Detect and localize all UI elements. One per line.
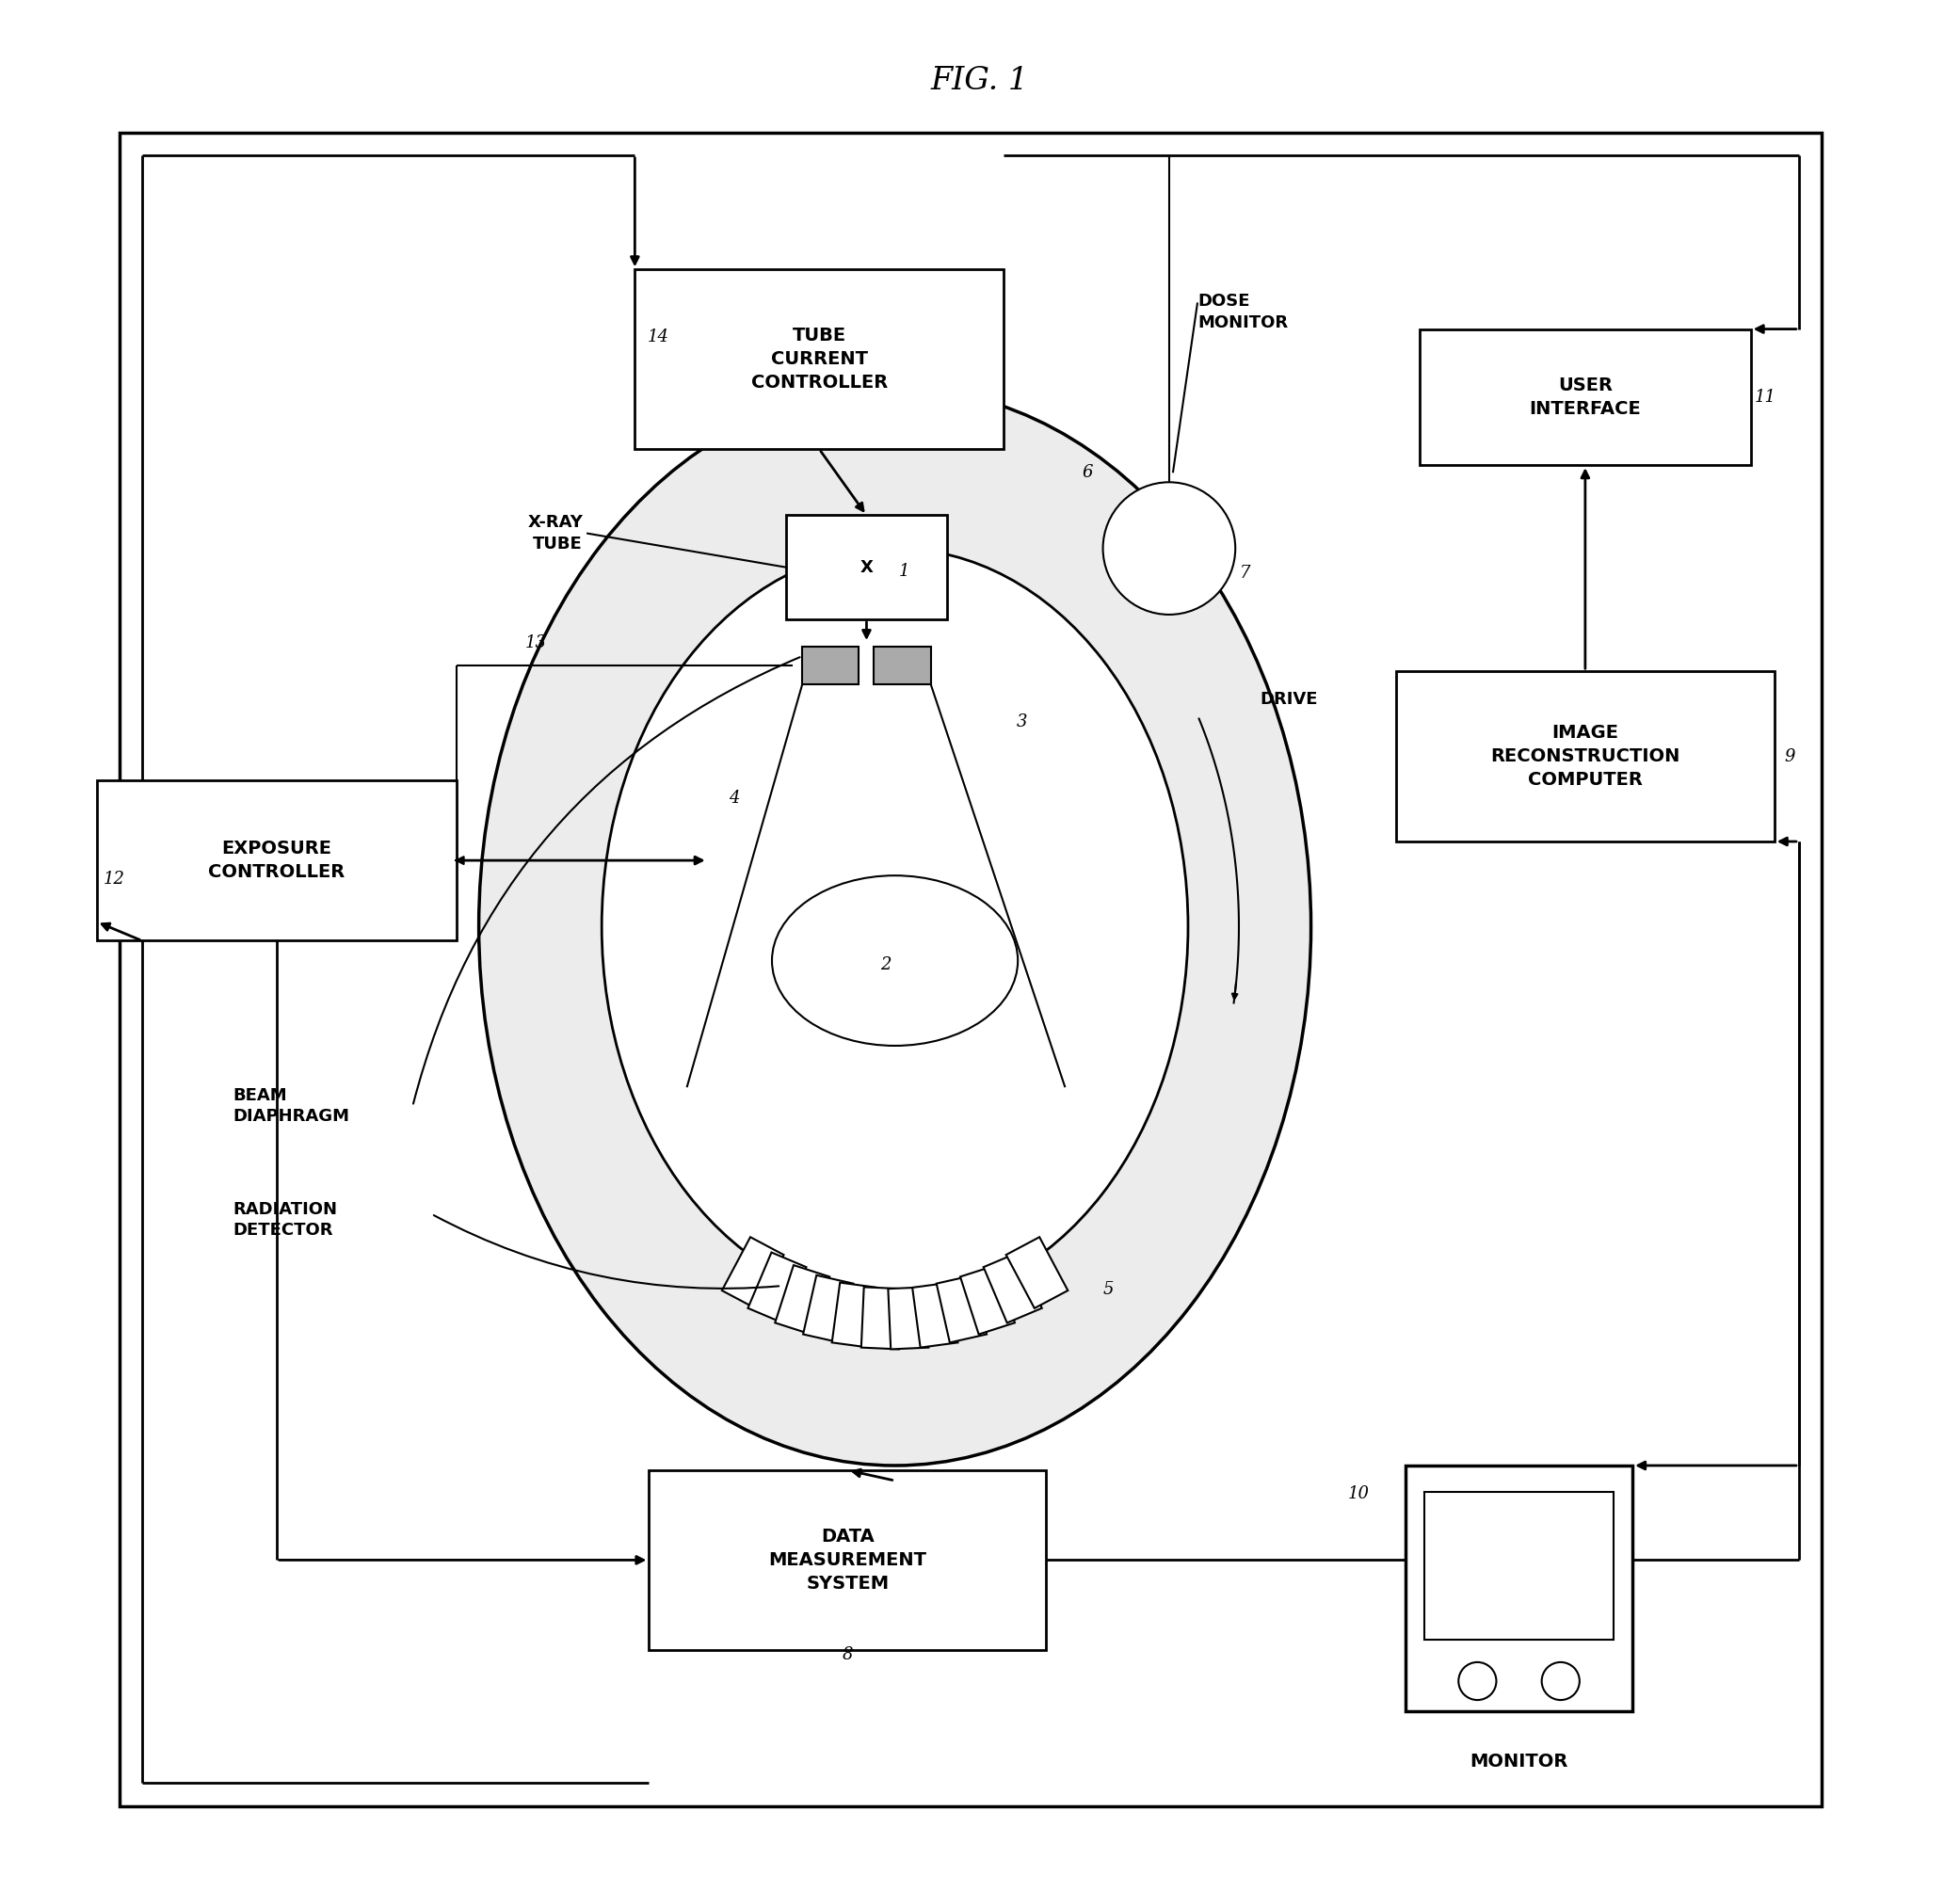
Ellipse shape <box>602 548 1188 1305</box>
Bar <box>749 1252 806 1324</box>
Text: X-RAY
TUBE: X-RAY TUBE <box>527 514 582 552</box>
Text: 1: 1 <box>900 564 909 579</box>
Bar <box>786 514 947 620</box>
Bar <box>802 647 858 685</box>
Bar <box>120 132 1821 1806</box>
Bar <box>860 1288 902 1348</box>
Text: EXPOSURE
CONTROLLER: EXPOSURE CONTROLLER <box>208 840 345 881</box>
Text: RADIATION
DETECTOR: RADIATION DETECTOR <box>233 1201 337 1239</box>
Bar <box>774 1265 829 1335</box>
Text: X: X <box>860 560 872 575</box>
Bar <box>874 647 931 685</box>
Text: 12: 12 <box>104 872 125 887</box>
Circle shape <box>1103 482 1235 615</box>
Text: 13: 13 <box>525 635 547 651</box>
Text: 14: 14 <box>647 329 668 344</box>
Text: FIG. 1: FIG. 1 <box>931 66 1029 96</box>
Bar <box>1425 1492 1613 1639</box>
Text: IMAGE
RECONSTRUCTION
COMPUTER: IMAGE RECONSTRUCTION COMPUTER <box>1490 724 1680 789</box>
Bar <box>649 1471 1047 1649</box>
Circle shape <box>1543 1662 1580 1700</box>
Text: 11: 11 <box>1754 390 1776 405</box>
Bar <box>804 1275 853 1343</box>
Bar <box>1405 1466 1633 1711</box>
Bar <box>937 1275 986 1343</box>
Bar <box>1005 1237 1068 1309</box>
Text: DRIVE: DRIVE <box>1260 692 1317 707</box>
Text: 2: 2 <box>880 957 892 972</box>
Text: TUBE
CURRENT
CONTROLLER: TUBE CURRENT CONTROLLER <box>751 327 888 391</box>
Text: 6: 6 <box>1082 465 1094 480</box>
Text: MONITOR: MONITOR <box>1470 1753 1568 1770</box>
Bar <box>1419 329 1750 465</box>
Bar <box>721 1237 784 1309</box>
Bar <box>911 1282 958 1348</box>
Text: BEAM
DIAPHRAGM: BEAM DIAPHRAGM <box>233 1087 349 1125</box>
Text: DATA
MEASUREMENT
SYSTEM: DATA MEASUREMENT SYSTEM <box>768 1528 927 1592</box>
Ellipse shape <box>772 876 1017 1046</box>
Text: 4: 4 <box>729 790 739 806</box>
Text: DOSE
MONITOR: DOSE MONITOR <box>1198 293 1288 331</box>
Bar <box>984 1252 1043 1324</box>
Text: 3: 3 <box>1015 715 1027 730</box>
Text: USER
INTERFACE: USER INTERFACE <box>1529 376 1641 418</box>
Text: 7: 7 <box>1239 565 1250 581</box>
Text: 10: 10 <box>1347 1486 1370 1501</box>
Circle shape <box>1458 1662 1495 1700</box>
Ellipse shape <box>478 388 1311 1466</box>
Bar <box>1396 671 1774 841</box>
Bar <box>831 1282 878 1348</box>
Bar <box>635 269 1004 448</box>
Bar <box>96 779 457 940</box>
Text: 5: 5 <box>1103 1282 1113 1297</box>
Bar <box>960 1265 1015 1335</box>
Bar <box>888 1288 929 1348</box>
Text: 8: 8 <box>843 1647 853 1662</box>
Text: 9: 9 <box>1784 749 1795 764</box>
